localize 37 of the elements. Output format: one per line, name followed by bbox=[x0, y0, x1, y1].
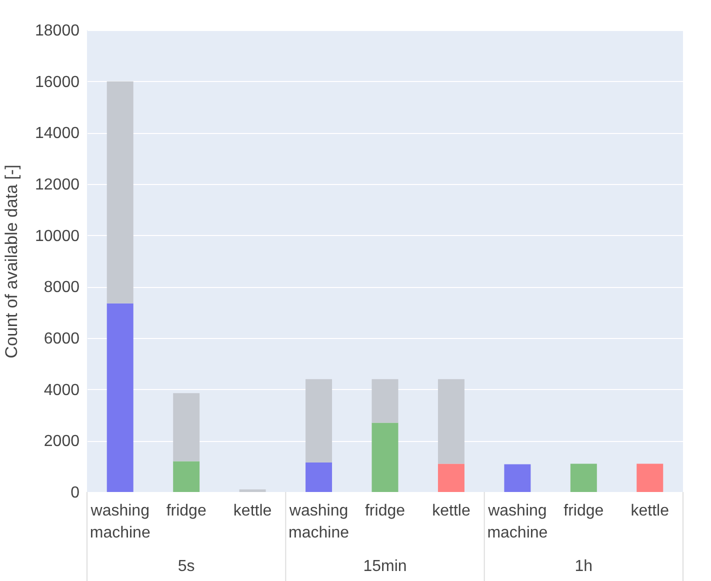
bar bbox=[239, 489, 266, 492]
x-tick-label: fridge bbox=[364, 502, 406, 520]
bar bbox=[504, 464, 531, 492]
x-tick-label: washing machine bbox=[288, 502, 350, 542]
y-tick-label: 16000 bbox=[35, 74, 80, 91]
text: 5s bbox=[178, 558, 195, 575]
x-tick-label: washing machine bbox=[90, 502, 150, 542]
y-tick-label: 10000 bbox=[35, 228, 80, 245]
x-tick-label: kettle bbox=[432, 502, 470, 520]
bar bbox=[636, 464, 664, 492]
text: 1h bbox=[574, 558, 593, 575]
y-tick-label: 14000 bbox=[35, 125, 80, 142]
bar bbox=[106, 81, 134, 304]
bar bbox=[372, 379, 398, 423]
bar bbox=[438, 379, 464, 464]
x-tick-label: fridge bbox=[564, 502, 604, 520]
bar bbox=[570, 464, 597, 492]
bar bbox=[372, 422, 398, 492]
y-tick-label: 6000 bbox=[44, 330, 80, 348]
x-tick-label: washing machine bbox=[487, 502, 548, 542]
bar bbox=[106, 303, 134, 492]
bar bbox=[306, 462, 332, 492]
x-tick-label: kettle bbox=[233, 502, 272, 520]
y-tick-label: 18000 bbox=[35, 22, 80, 40]
bar bbox=[306, 379, 332, 462]
bar bbox=[173, 461, 200, 492]
x-tick-label: kettle bbox=[630, 502, 670, 520]
y-tick-label: 8000 bbox=[44, 279, 80, 296]
x-tick-label: fridge bbox=[166, 502, 206, 520]
y-axis-title: Count of available data [-] bbox=[2, 164, 22, 358]
y-tick-label: 0 bbox=[70, 484, 80, 502]
bar bbox=[173, 393, 200, 462]
bar bbox=[438, 464, 464, 492]
text: 15min bbox=[363, 558, 407, 575]
y-tick-label: 12000 bbox=[35, 176, 80, 194]
y-tick-label: 4000 bbox=[44, 382, 80, 399]
y-tick-label: 2000 bbox=[44, 433, 80, 450]
